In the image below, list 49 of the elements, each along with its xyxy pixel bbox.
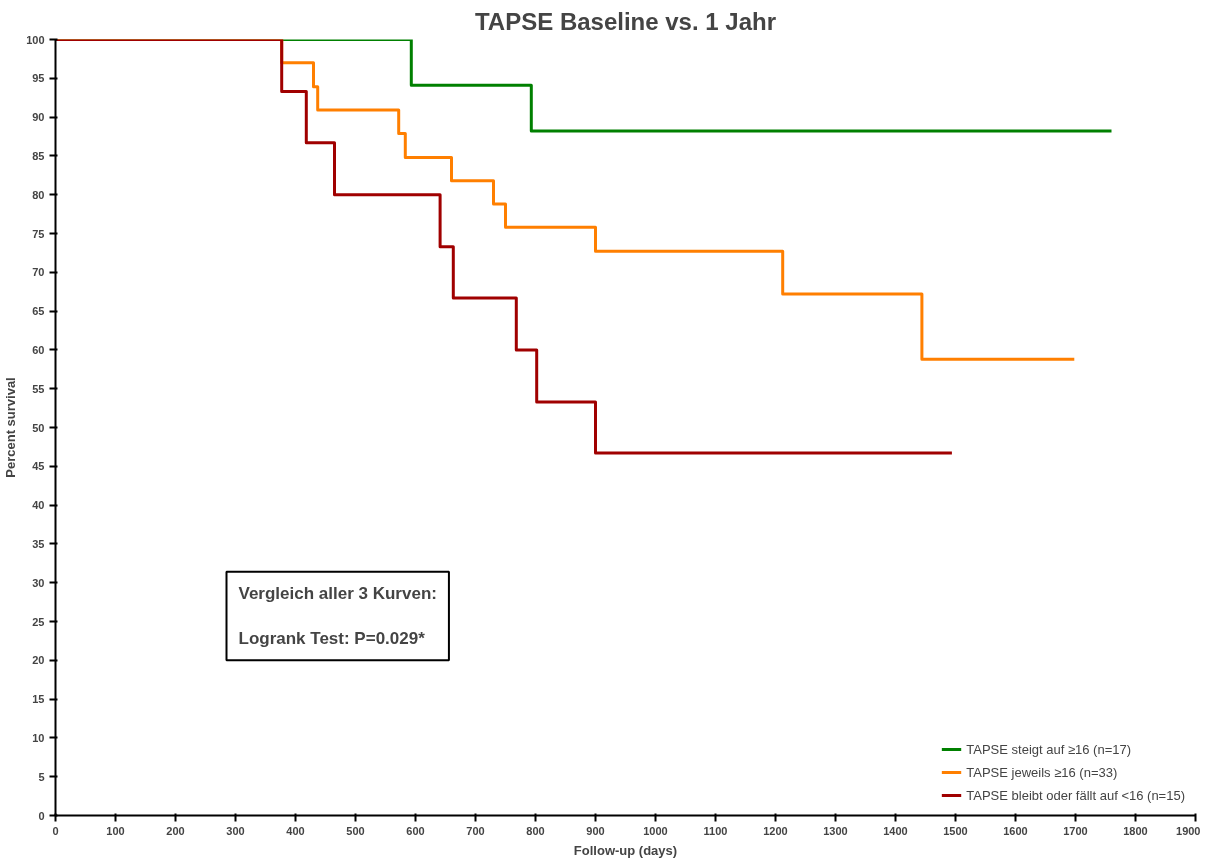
x-tick-label: 900: [586, 824, 605, 837]
y-tick-label: 35: [32, 537, 45, 550]
y-tick-label: 55: [32, 382, 45, 395]
x-axis-title: Follow-up (days): [573, 842, 678, 858]
x-tick-label: 500: [346, 824, 365, 837]
y-tick-label: 10: [32, 731, 45, 744]
y-tick-label: 95: [32, 72, 45, 85]
x-tick-label: 1400: [883, 824, 908, 837]
y-tick-label: 75: [32, 227, 45, 240]
legend-label: TAPSE bleibt oder fällt auf <16 (n=15): [966, 787, 1185, 803]
y-tick-label: 0: [38, 809, 45, 822]
x-tick-label: 1900: [1176, 824, 1201, 837]
y-tick-label: 60: [32, 343, 45, 356]
annotation: Logrank Test: P=0.029*: [238, 629, 426, 649]
x-tick-label: 1000: [643, 824, 668, 837]
y-tick-label: 45: [32, 460, 45, 473]
x-tick-label: 100: [106, 824, 125, 837]
y-tick-label: 40: [32, 499, 45, 512]
y-tick-label: 20: [32, 654, 45, 667]
y-tick-label: 85: [32, 149, 45, 162]
x-tick-label: 400: [286, 824, 305, 837]
y-tick-label: 15: [32, 693, 45, 706]
x-tick-label: 300: [226, 824, 245, 837]
y-tick-label: 50: [32, 421, 45, 434]
x-tick-label: 1700: [1063, 824, 1088, 837]
x-tick-label: 1500: [943, 824, 968, 837]
y-tick-label: 30: [32, 576, 45, 589]
x-tick-label: 1600: [1003, 824, 1028, 837]
legend-label: TAPSE jeweils ≥16 (n=33): [966, 764, 1118, 780]
x-tick-label: 1200: [763, 824, 788, 837]
y-tick-label: 90: [32, 111, 45, 124]
x-tick-label: 1100: [703, 824, 728, 837]
y-tick-label: 100: [26, 33, 45, 46]
x-tick-label: 200: [166, 824, 185, 837]
x-tick-label: 700: [466, 824, 485, 837]
x-tick-label: 1800: [1123, 824, 1148, 837]
x-tick-label: 800: [526, 824, 545, 837]
x-tick-label: 1300: [823, 824, 848, 837]
legend-label: TAPSE steigt auf ≥16 (n=17): [966, 741, 1132, 757]
chart-title: TAPSE Baseline vs. 1 Jahr: [474, 7, 777, 35]
x-tick-label: 0: [52, 824, 59, 837]
y-tick-label: 80: [32, 188, 45, 201]
y-tick-label: 5: [38, 770, 45, 783]
y-tick-label: 70: [32, 266, 45, 279]
annotation: Vergleich aller 3 Kurven:: [238, 583, 437, 603]
x-tick-label: 600: [406, 824, 425, 837]
y-tick-label: 65: [32, 305, 45, 318]
y-axis-title: Percent survival: [3, 377, 19, 478]
y-tick-label: 25: [32, 615, 45, 628]
